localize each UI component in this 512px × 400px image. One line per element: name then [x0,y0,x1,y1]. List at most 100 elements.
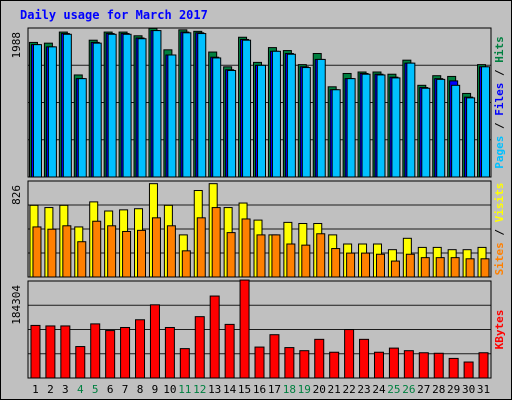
bar-sites-day-10 [166,225,176,278]
x-tick-label-5: 5 [92,383,99,396]
bar-pages-day-1 [32,44,42,178]
bar-sites-day-11 [181,250,191,278]
bar-kbytes-day-15 [239,279,250,379]
bar-pages-day-27 [421,87,431,178]
legend-separator: / [493,116,506,136]
bar-kbytes-day-12 [194,316,205,379]
bar-kbytes-day-17 [269,334,280,379]
y-max-label-2: 826 [10,185,23,205]
bar-kbytes-day-1 [30,324,41,379]
bar-pages-day-2 [47,46,57,178]
bar-pages-day-23 [361,73,371,178]
bar-kbytes-day-26 [403,350,414,379]
bar-pages-day-24 [376,74,386,178]
bar-pages-day-19 [301,67,311,178]
bar-pages-day-15 [242,39,252,178]
bar-kbytes-day-28 [433,352,444,379]
x-tick-label-14: 14 [223,383,237,396]
x-tick-label-1: 1 [32,383,39,396]
bar-kbytes-day-19 [299,350,310,379]
x-tick-label-8: 8 [137,383,144,396]
bar-kbytes-day-18 [284,347,295,379]
bar-sites-day-14 [226,232,236,278]
bar-pages-day-7 [122,33,132,178]
x-tick-label-20: 20 [313,383,326,396]
legend-visits: Visits [493,183,506,223]
x-tick-label-21: 21 [328,383,341,396]
bar-sites-day-28 [435,257,445,278]
legend-pages: Pages [493,136,506,169]
chart-title: Daily usage for March 2017 [20,8,208,22]
x-tick-label-10: 10 [163,383,176,396]
bar-pages-day-4 [77,78,87,178]
bar-pages-day-10 [167,54,177,178]
legend-kbytes: KBytes [493,310,506,350]
x-tick-label-7: 7 [122,383,129,396]
bar-kbytes-day-8 [135,319,146,379]
bar-sites-day-30 [465,258,475,278]
bar-sites-day-21 [331,248,341,278]
bar-sites-day-25 [390,260,400,278]
bar-pages-day-8 [137,38,147,178]
bar-sites-day-18 [286,243,296,278]
bar-kbytes-day-2 [45,325,56,379]
bar-kbytes-day-20 [314,338,325,379]
x-tick-label-29: 29 [447,383,460,396]
x-tick-label-11: 11 [178,383,191,396]
bar-kbytes-day-16 [254,346,265,379]
bar-sites-day-8 [137,229,147,278]
bar-sites-day-27 [420,257,430,278]
bar-sites-day-2 [47,228,57,278]
bar-kbytes-day-10 [164,326,175,379]
x-tick-label-26: 26 [402,383,415,396]
bar-pages-day-13 [212,57,222,178]
x-tick-label-16: 16 [253,383,266,396]
legend-3: KBytes [493,310,506,350]
bar-pages-day-18 [286,53,296,178]
bar-sites-day-1 [32,226,42,278]
x-tick-label-31: 31 [477,383,490,396]
bar-pages-day-21 [331,89,341,178]
x-tick-label-19: 19 [298,383,311,396]
legend-separator: / [493,222,506,242]
bar-sites-day-23 [361,252,371,278]
bar-pages-day-28 [436,78,446,178]
bar-sites-day-7 [122,230,132,278]
bar-sites-day-3 [62,225,72,278]
bar-kbytes-day-23 [359,338,370,379]
x-tick-label-3: 3 [62,383,69,396]
bar-pages-day-16 [257,64,266,178]
legend-1: Pages / Files / Hits [493,36,506,169]
bar-kbytes-day-11 [179,348,190,379]
x-tick-label-24: 24 [372,383,386,396]
bar-sites-day-12 [196,217,206,278]
y-max-label-3: 184304 [10,285,23,325]
bar-sites-day-15 [241,218,251,278]
legend-separator: / [493,63,506,83]
x-tick-label-15: 15 [238,383,251,396]
bar-pages-day-5 [92,42,102,178]
legend-2: Sites / Visits [493,183,506,276]
bar-kbytes-day-7 [120,326,131,379]
bar-kbytes-day-3 [60,325,71,379]
bar-pages-day-26 [406,62,416,178]
bar-sites-day-22 [346,252,356,278]
bar-pages-day-3 [62,33,72,178]
x-tick-label-13: 13 [208,383,221,396]
x-tick-label-27: 27 [417,383,430,396]
x-tick-label-25: 25 [387,383,400,396]
bar-pages-day-29 [451,84,461,178]
legend-sites: Sites [493,242,506,275]
x-tick-label-6: 6 [107,383,114,396]
bar-pages-day-17 [271,50,281,178]
bar-sites-day-16 [256,234,266,278]
x-tick-label-9: 9 [152,383,159,396]
bar-sites-day-20 [316,233,326,278]
bar-kbytes-day-30 [463,361,474,379]
bar-kbytes-day-29 [448,357,459,379]
bar-kbytes-day-9 [149,304,160,379]
x-tick-label-4: 4 [77,383,84,396]
bar-pages-day-30 [466,97,476,178]
